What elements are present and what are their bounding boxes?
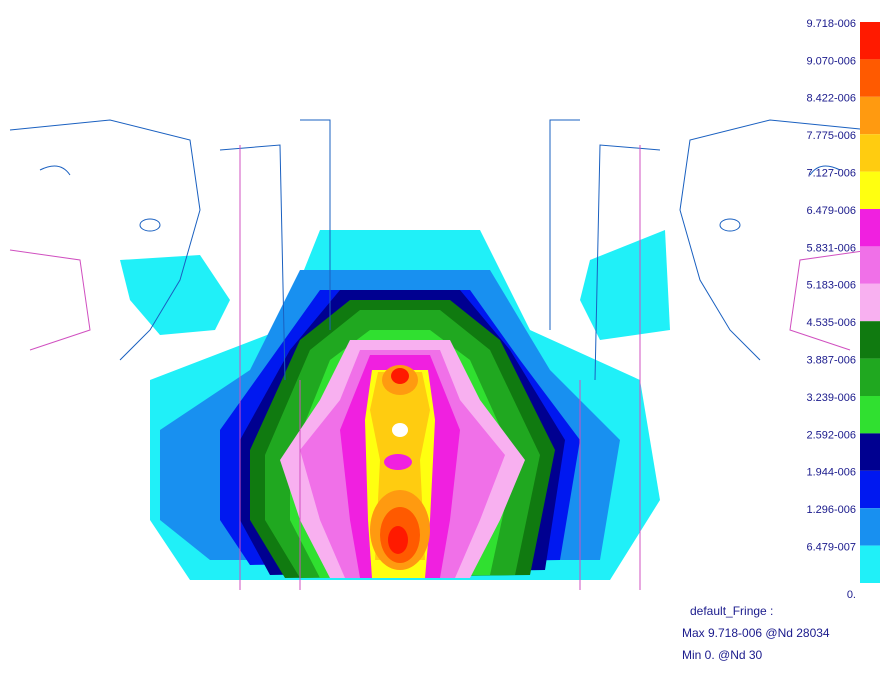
legend-label: 5.831-006: [806, 242, 856, 254]
legend-label: 2.592-006: [806, 429, 856, 441]
legend-swatch: [860, 171, 880, 209]
legend-swatch: [860, 283, 880, 322]
legend-label: 6.479-007: [806, 542, 856, 554]
footer-max: Max 9.718-006 @Nd 28034: [682, 626, 830, 640]
legend-label: 6.479-006: [806, 205, 856, 217]
legend-swatch: [860, 508, 880, 546]
legend-swatch: [860, 246, 880, 284]
legend-label: 3.239-006: [806, 392, 856, 404]
legend-swatch: [860, 209, 880, 247]
legend-swatch: [860, 396, 880, 434]
legend-label: 8.422-006: [806, 93, 856, 105]
legend-label: 7.127-006: [806, 168, 856, 180]
footer-min: Min 0. @Nd 30: [682, 648, 763, 662]
legend-label: 1.944-006: [806, 467, 856, 479]
legend-swatch: [860, 134, 880, 172]
footer: default_Fringe : Max 9.718-006 @Nd 28034…: [682, 604, 830, 662]
legend-swatch: [860, 545, 880, 583]
legend-label: 9.070-006: [806, 55, 856, 67]
legend-swatch: [860, 358, 880, 396]
legend-swatch: [860, 22, 880, 60]
legend-swatch: [860, 470, 880, 509]
legend-label: 5.183-006: [806, 280, 856, 292]
legend-label: 7.775-006: [806, 130, 856, 142]
legend-swatch: [860, 59, 880, 97]
footer-title: default_Fringe :: [690, 604, 773, 618]
legend-label: 3.887-006: [806, 355, 856, 367]
legend-label: 1.296-006: [806, 504, 856, 516]
model: [9, 119, 871, 590]
legend-min-label: 0.: [847, 589, 856, 601]
legend-label: 4.535-006: [806, 317, 856, 329]
legend-swatch: [860, 433, 880, 471]
legend-swatch: [860, 321, 880, 359]
legend-label: 9.718-006: [806, 18, 856, 30]
legend: 9.718-006 9.070-006 8.422-006 7.775-006 7.12…: [806, 18, 880, 601]
legend-swatch: [860, 96, 880, 135]
